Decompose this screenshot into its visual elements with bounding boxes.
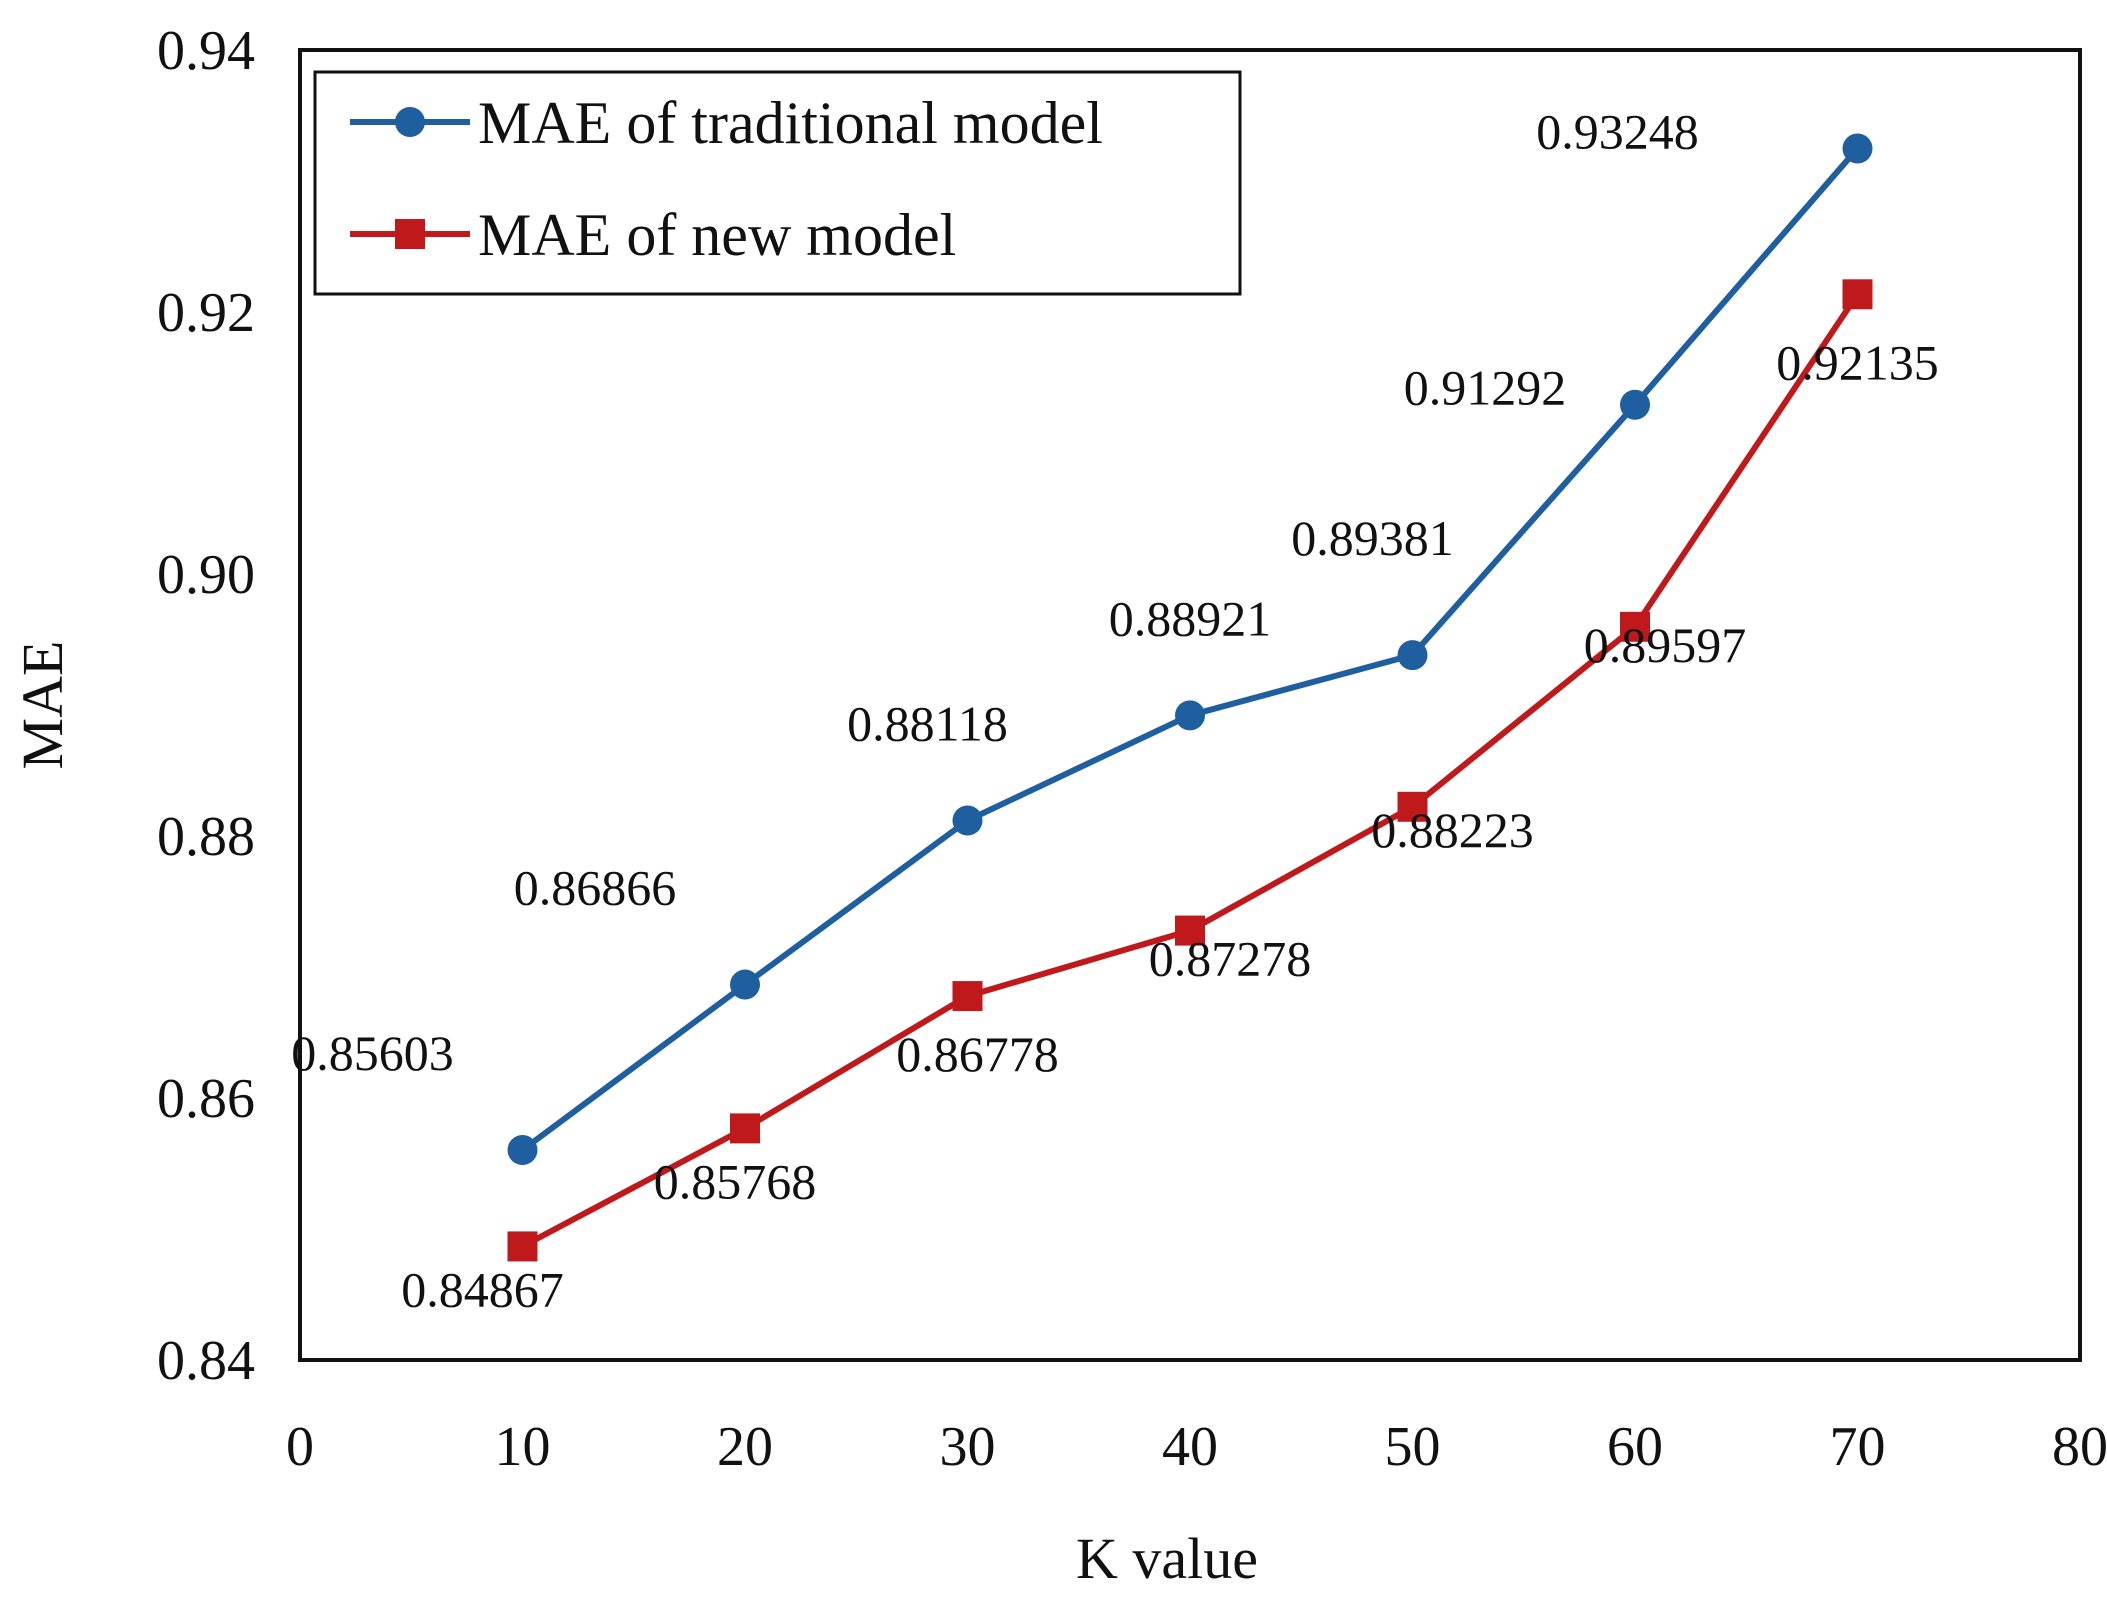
x-tick-label: 20: [717, 1416, 773, 1478]
data-point-new: [507, 1231, 538, 1262]
data-label-new: 0.85768: [654, 1153, 817, 1209]
y-axis-title: MAE: [10, 641, 75, 770]
y-tick-label: 0.94: [157, 20, 255, 82]
data-point-new: [1397, 791, 1428, 822]
data-point-new: [730, 1113, 760, 1144]
x-tick-label: 0: [286, 1416, 314, 1478]
data-point-traditional: [1620, 389, 1650, 420]
data-label-traditional: 0.88921: [1109, 590, 1272, 646]
data-label-traditional: 0.88118: [847, 696, 1008, 752]
y-tick-label: 0.90: [157, 544, 255, 606]
y-tick-label: 0.92: [157, 282, 255, 344]
data-point-new: [1175, 915, 1205, 946]
data-point-new: [1842, 279, 1873, 310]
x-tick-label: 70: [1830, 1416, 1886, 1478]
x-axis-title: K value: [1076, 1526, 1258, 1591]
data-label-traditional: 0.89381: [1291, 510, 1454, 566]
x-tick-label: 30: [940, 1416, 996, 1478]
legend-label-traditional: MAE of traditional model: [478, 90, 1103, 156]
data-point-traditional: [730, 969, 760, 1000]
legend: MAE of traditional model MAE of new mode…: [313, 70, 1242, 296]
x-tick-label: 10: [495, 1416, 551, 1478]
data-point-new: [952, 981, 983, 1012]
x-tick-label: 60: [1607, 1416, 1663, 1478]
data-point-traditional: [952, 805, 983, 836]
x-tick-label: 40: [1162, 1416, 1218, 1478]
data-label-new: 0.89597: [1584, 617, 1747, 673]
x-tick-label: 50: [1385, 1416, 1441, 1478]
y-tick-label: 0.88: [157, 806, 255, 868]
series-layer: [507, 133, 1873, 1262]
x-tick-label: 80: [2052, 1416, 2107, 1478]
legend-marker-new: [395, 219, 425, 249]
data-label-traditional: 0.86866: [514, 860, 677, 916]
data-label-new: 0.84867: [401, 1261, 564, 1317]
data-point-new: [1620, 611, 1650, 642]
data-label-traditional: 0.93248: [1536, 104, 1699, 160]
data-point-traditional: [507, 1135, 538, 1166]
legend-label-new: MAE of new model: [478, 202, 956, 268]
data-label-layer: 0.85603 0.86866 0.88118 0.88921 0.89381 0.912…: [291, 104, 1939, 1318]
data-label-new: 0.92135: [1776, 334, 1939, 390]
data-point-traditional: [1397, 640, 1428, 671]
y-tick-label: 0.86: [157, 1068, 255, 1130]
data-point-traditional: [1842, 133, 1873, 164]
data-label-new: 0.88223: [1371, 802, 1534, 858]
legend-marker-traditional: [395, 107, 425, 137]
data-label-new: 0.87278: [1149, 931, 1312, 987]
data-point-traditional: [1175, 700, 1205, 731]
data-label-new: 0.86778: [896, 1026, 1059, 1082]
legend-box: [313, 70, 1242, 296]
data-label-traditional: 0.91292: [1404, 360, 1567, 416]
tick-label-layer: 0 10 20 30 40 50 60 70 80 0.84 0.86 0.88 0.90 0.92 0.9…: [157, 20, 2107, 1478]
data-label-traditional: 0.85603: [291, 1025, 454, 1081]
y-tick-label: 0.84: [157, 1330, 255, 1392]
